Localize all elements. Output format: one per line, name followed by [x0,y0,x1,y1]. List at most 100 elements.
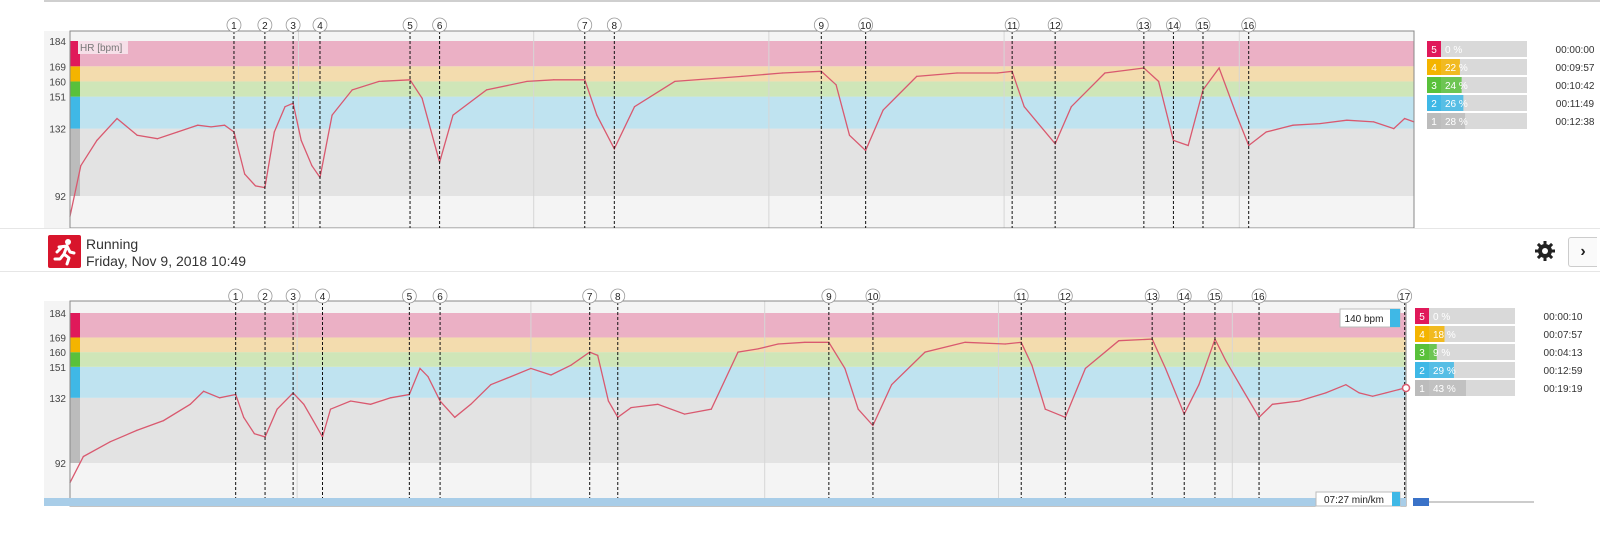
y-tick-label: 151 [49,363,66,374]
zone-strip-3 [70,81,80,97]
zone-strip-5 [70,313,80,338]
lap-marker-17 [1397,288,1413,304]
hr-point [737,351,739,353]
lap-marker-10 [865,288,881,304]
zone-number-4: 4 [1419,330,1425,341]
y-tick-label: 92 [55,459,67,470]
zone-swatch-3 [1427,77,1441,93]
lap-marker-9 [813,17,829,33]
lap-marker-7 [582,288,598,304]
hr-point [777,343,779,345]
hr-point [1198,384,1200,386]
zone-pct-1: 43 % [1433,384,1456,395]
zone-pct-bar-4 [1429,326,1445,342]
lap-marker-5 [401,288,417,304]
activity-date: Friday, Nov 9, 2018 10:49 [86,253,247,269]
hr-point [1172,139,1175,142]
hr-point [96,139,98,142]
hr-point [1403,117,1406,120]
hr-point [530,367,532,370]
zone-pct-3: 9 % [1433,348,1450,359]
zone-number-2: 2 [1419,366,1425,377]
lap-label-13: 13 [1147,292,1159,303]
hr-point [189,403,191,405]
zone-time-5: 00:00:10 [1544,312,1583,323]
lap-marker-8 [606,17,622,33]
zone-pct-3: 24 % [1445,81,1468,92]
pace-strip [44,498,1406,506]
hr-point [303,403,305,405]
y-tick-label: 151 [49,93,66,104]
zone-time-1: 00:12:38 [1556,117,1595,128]
lap-marker-13 [1144,288,1160,304]
zone-strip-5 [70,41,80,67]
hr-point [597,354,599,356]
zone-band-5 [70,41,1414,67]
lap-label-8: 8 [615,292,621,303]
zone-strip-1 [70,128,80,196]
hr-point [490,384,492,386]
hr-point [1325,392,1327,394]
runner-icon [48,235,81,268]
lap-label-5: 5 [407,21,413,32]
zone-number-3: 3 [1431,81,1437,92]
plot-frame [69,30,1415,228]
zone-pct-2: 26 % [1445,99,1468,110]
hr-point [452,114,454,116]
zone-strip-4 [70,337,80,353]
zone-row-bg-5 [1427,41,1527,57]
hr-point [804,341,806,343]
hr-point [882,109,884,111]
hr-point [550,374,552,376]
hr-point [210,126,212,128]
lap-label-9: 9 [819,21,825,32]
hr-point [891,384,893,386]
lap-marker-2 [257,288,273,304]
hr-point [1225,359,1227,361]
lap-label-15: 15 [1197,21,1209,32]
hr-point [1358,392,1360,394]
hr-point [176,131,179,133]
lap-label-4: 4 [317,21,323,32]
zone-number-1: 1 [1431,117,1437,128]
zone-strip-2 [70,96,80,129]
zone-pct-2: 29 % [1433,366,1456,377]
hr-point [1385,392,1387,394]
hr-point [1393,128,1395,130]
zone-swatch-2 [1427,95,1441,111]
hr-chart-top: 92 132 151 160 169 184 HR [bpm] 1 2 3 4 5 6 7 8 9 10 11 12… [0,0,1600,228]
lap-marker-12 [1047,17,1063,33]
zone-time-3: 00:04:13 [1544,348,1583,359]
zone-time-4: 00:09:57 [1556,63,1595,74]
lap-label-9: 9 [826,292,832,303]
hr-point [109,441,111,443]
lap-marker-6 [432,288,448,304]
hr-point [351,89,353,91]
hr-point [162,420,165,422]
zone-band-1 [70,128,1414,196]
hr-point [964,341,966,343]
lap-marker-14 [1166,17,1181,33]
y-tick-label: 169 [49,333,66,344]
chevron-right-icon[interactable]: › [1568,237,1597,267]
lap-marker-3 [285,17,301,33]
hr-point [219,397,221,399]
zone-pct-bar-3 [1441,77,1462,93]
y-tick-label: 160 [49,77,66,88]
hr-series-line [69,66,1415,217]
hr-point [633,106,636,108]
zone-pct-bar-2 [1429,362,1454,378]
hr-point [757,348,759,350]
hr-point [657,403,659,405]
hr-series-line [69,337,1405,483]
zone-time-1: 00:19:19 [1544,384,1583,395]
gear-icon[interactable] [1534,240,1556,262]
zone-strip-2 [70,366,80,398]
hr-point [419,367,421,370]
lap-label-3: 3 [290,292,296,303]
zone-number-5: 5 [1419,312,1425,323]
zone-band-3 [70,81,1414,97]
hr-point [156,138,158,140]
